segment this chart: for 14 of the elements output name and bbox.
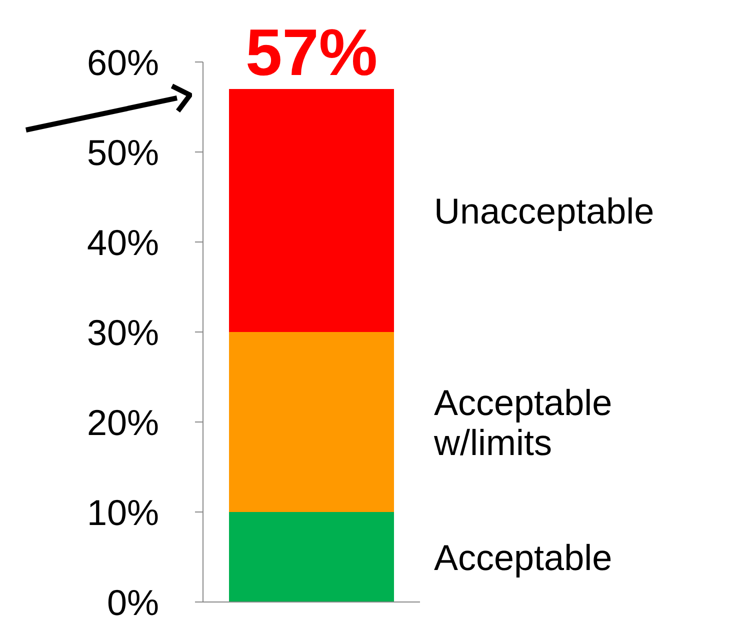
y-tick-label: 30%: [86, 312, 159, 353]
bar: [229, 512, 394, 602]
series-label: Acceptable: [434, 536, 612, 578]
bar: [229, 332, 394, 512]
y-tick-label: 10%: [86, 492, 159, 533]
total-label: 57%: [245, 15, 378, 89]
y-tick-label: 20%: [86, 402, 159, 443]
series-label: Unacceptable: [434, 190, 654, 231]
y-tick-label: 40%: [86, 222, 159, 263]
series-label: Acceptable w/limits: [433, 382, 612, 462]
y-tick-label: 50%: [86, 132, 159, 173]
y-tick-label: 60%: [86, 42, 159, 83]
bar: [229, 89, 394, 332]
y-tick-label: 0%: [106, 582, 159, 619]
